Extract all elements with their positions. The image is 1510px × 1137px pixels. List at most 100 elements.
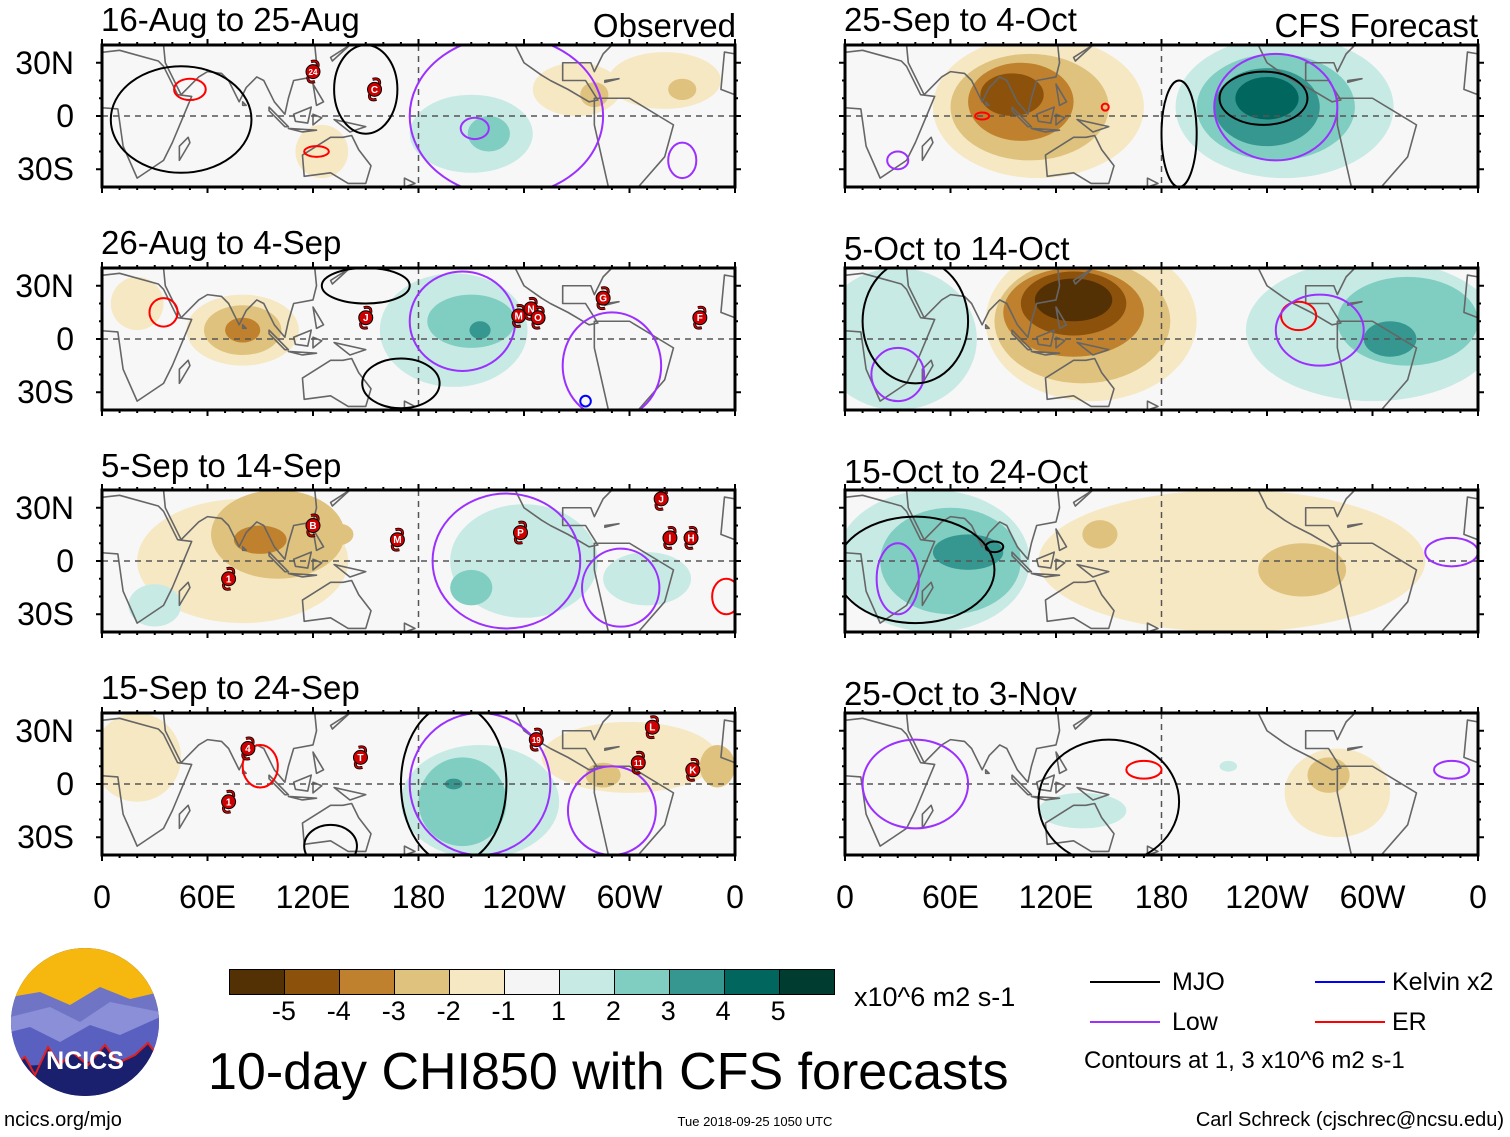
contour-low [667,141,698,180]
coastline [1044,357,1115,408]
lon-label: 120W [482,879,566,915]
lon-label: 0 [1469,879,1487,915]
anomaly-region [450,569,493,606]
storm-label: N [527,304,534,315]
map-panel [839,39,1484,193]
anomaly-region [1038,792,1127,829]
storm-label: M [393,535,401,546]
storm-label: H [687,533,694,544]
contour-mjo [1160,79,1198,187]
colorbar-swatch [284,970,339,994]
coastline [1044,802,1115,853]
contour-low [875,542,920,616]
coastline [403,845,416,855]
contour-er [974,111,991,121]
colorbar-swatch [230,970,284,994]
anomaly-region [110,276,164,331]
coastline [1035,551,1056,569]
anomaly-region [1363,321,1417,357]
coastline [720,719,735,764]
colorbar-label: -4 [326,996,351,1026]
contour-er [1100,102,1110,112]
coastline [845,49,936,179]
storm-label: J [363,313,369,324]
storm-marker: P [512,520,528,545]
contour-mjo [333,45,399,135]
coastline [1055,528,1068,552]
colorbar-label: -1 [491,996,516,1026]
coastline [1336,542,1418,632]
coastline [1146,400,1159,410]
coastline [403,622,416,632]
coastline [301,802,372,853]
anomaly-region [668,78,697,101]
coastline [1072,490,1094,507]
anomaly-region [980,73,1044,116]
coastline [1072,268,1094,285]
anomaly-region [469,321,491,339]
coastline [720,51,735,96]
anomaly-region [932,534,1004,570]
storm-marker: F [692,305,708,330]
storm-label: F [697,313,703,324]
storm-marker: O [530,305,546,330]
coastline [287,350,318,356]
storm-label: 1 [226,797,232,808]
coastline [1030,572,1061,578]
storm-marker: C [367,77,383,102]
coastline [604,77,620,84]
coastline [514,45,613,103]
coastline [1336,765,1418,855]
footer-author: Carl Schreck (cjschrec@ncsu.edu) [1195,1109,1504,1131]
contour-low [408,713,552,855]
coastline [301,134,372,185]
colorbar-label: 5 [770,996,786,1026]
panel-title-4: 15-Sep to 24-Sep [101,669,360,706]
storm-label: G [599,294,607,305]
lat-label: 30S [17,596,74,633]
anomaly-region [1219,760,1238,772]
lon-label: 60W [596,879,663,915]
coastline [1076,563,1110,578]
coastline [312,336,323,349]
coastline [333,341,367,356]
colorbar-swatch [449,970,504,994]
coastline [1146,622,1159,632]
coastline [268,329,290,351]
coastline [178,804,191,830]
legend-note: Contours at 1, 3 x10^6 m2 s-1 [1084,1047,1405,1074]
coastline [1030,127,1061,133]
contour-er [1125,759,1163,780]
coastline [921,804,934,830]
coastline [593,542,675,632]
coastline [921,359,934,385]
coastline [921,581,934,607]
colorbar [229,969,835,995]
anomaly-region [1082,520,1118,549]
anomaly-region [1258,543,1347,597]
footer-url[interactable]: ncics.org/mjo [4,1109,122,1131]
anomaly-region [418,757,507,847]
storm-marker: K [685,757,701,782]
colorbar-label: 1 [550,996,566,1026]
contour-low [459,116,490,141]
contour-low [1213,52,1339,162]
contour-mjo [861,268,970,385]
coastline [1011,774,1033,796]
coastline [333,563,367,578]
coastline [1030,350,1061,356]
coastline [1055,336,1066,349]
storm-marker: M [389,527,405,552]
map-panel: 4 T 19 L 11 K 1 [96,707,741,861]
storm-label: 19 [532,736,541,745]
colorbar-swatch [559,970,614,994]
panel-title-7: 15-Oct to 24-Oct [844,453,1088,490]
storm-marker: B [305,513,321,538]
lon-label: 60W [1339,879,1406,915]
storm-label: M [515,311,523,322]
storm-label: P [517,528,524,539]
lat-label: 30N [15,267,74,304]
lon-label: 120E [275,879,351,915]
storm-label: 4 [245,744,251,755]
storm-label: 11 [634,759,643,768]
